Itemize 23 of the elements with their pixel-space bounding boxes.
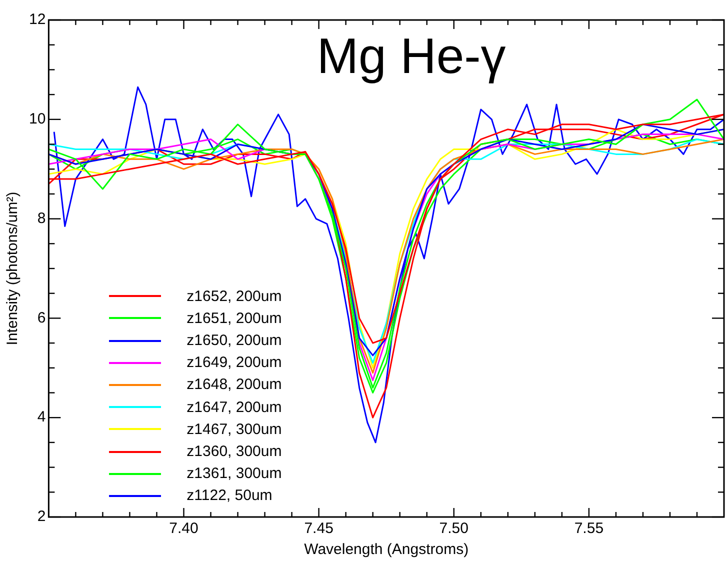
y-tick-label: 10 (28, 110, 46, 128)
y-tick-label: 2 (37, 508, 46, 526)
chart-title: Mg He-γ (316, 28, 506, 84)
legend-label: z1360, 300um (186, 443, 282, 460)
legend-label: z1652, 200um (186, 288, 282, 305)
x-tick-label: 7.45 (304, 520, 334, 538)
x-tick-label: 7.55 (574, 520, 604, 538)
y-tick-label: 8 (37, 210, 46, 227)
y-tick-label: 12 (28, 11, 46, 28)
y-tick-label: 6 (37, 309, 46, 326)
legend-label: z1647, 200um (186, 398, 282, 416)
y-axis-title: Intensity (photons/um²) (4, 192, 22, 346)
x-tick-label: 7.50 (439, 520, 468, 538)
legend-label: z1651, 200um (186, 310, 282, 327)
y-tick-label: 4 (37, 408, 46, 426)
legend-label: z1649, 200um (186, 354, 282, 372)
legend-label: z1122, 50um (186, 487, 272, 504)
legend-label: z1650, 200um (186, 332, 282, 350)
legend-label: z1467, 300um (186, 420, 282, 438)
legend-label: z1648, 200um (186, 376, 282, 394)
x-tick-label: 7.40 (169, 520, 198, 538)
x-axis-title: Wavelength (Angstroms) (304, 541, 469, 558)
legend-label: z1361, 300um (186, 465, 282, 482)
